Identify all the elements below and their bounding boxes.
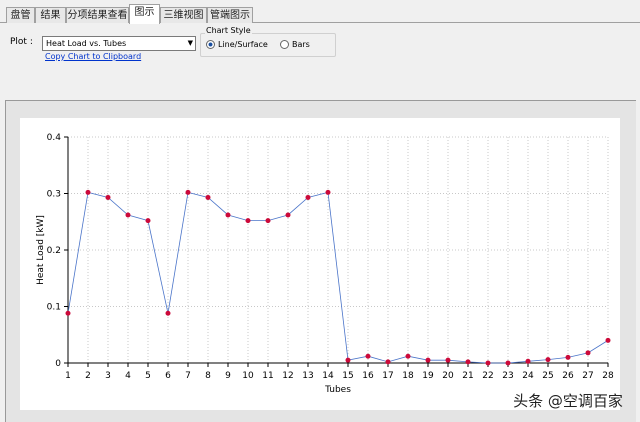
x-tick-label: 8	[205, 371, 211, 381]
data-point	[185, 189, 191, 195]
data-point	[585, 350, 591, 356]
group-title: Chart Style	[205, 26, 252, 35]
data-point	[105, 194, 111, 200]
x-tick-label: 9	[225, 371, 231, 381]
radio	[206, 40, 215, 49]
data-point	[445, 357, 451, 363]
data-point	[245, 218, 251, 224]
data-point	[465, 359, 471, 365]
radio-label: Line/Surface	[218, 40, 268, 49]
y-axis-label: Heat Load [kW]	[36, 215, 46, 285]
x-tick-label: 17	[382, 371, 393, 381]
series-line	[67, 191, 609, 364]
x-tick-label: 13	[302, 371, 313, 381]
data-point	[285, 212, 291, 218]
data-point	[425, 357, 431, 363]
x-tick-label: 24	[522, 371, 534, 381]
y-tick-label: 0.2	[47, 246, 61, 256]
x-tick-label: 7	[185, 371, 191, 381]
x-tick-label: 25	[542, 371, 553, 381]
y-tick-label: 0	[55, 359, 61, 369]
x-tick-label: 22	[482, 371, 493, 381]
data-point	[305, 194, 311, 200]
data-point	[385, 359, 391, 365]
x-axis-label: Tubes	[324, 385, 351, 395]
data-point	[85, 189, 91, 195]
data-point	[345, 357, 351, 363]
tab[interactable]: 盘管	[6, 7, 35, 23]
x-tick-label: 4	[125, 371, 131, 381]
data-point	[325, 189, 331, 195]
data-point	[205, 194, 211, 200]
x-tick-label: 1	[65, 371, 71, 381]
data-point	[505, 360, 511, 366]
x-tick-label: 18	[402, 371, 414, 381]
chart-style-group	[200, 33, 336, 57]
watermark: 头条 @空调百家	[513, 392, 623, 410]
data-point	[265, 218, 271, 224]
data-point	[485, 360, 491, 366]
tab[interactable]: 结果	[35, 7, 66, 23]
plot-select[interactable]: Heat Load vs. Tubes ▼	[42, 36, 196, 51]
y-tick-label: 0.1	[47, 303, 61, 313]
y-tick-label: 0.4	[47, 133, 62, 143]
radio	[280, 40, 289, 49]
copy-link[interactable]: Copy Chart to Clipboard	[45, 52, 142, 61]
x-tick-label: 20	[442, 371, 454, 381]
x-tick-label: 27	[582, 371, 593, 381]
tab[interactable]: 图示	[129, 4, 160, 24]
tab[interactable]: 管端图示	[207, 7, 253, 23]
data-point	[565, 354, 571, 360]
plot-label: Plot :	[10, 37, 33, 47]
tab[interactable]: 三维视图	[160, 7, 207, 23]
data-point	[65, 310, 71, 316]
x-tick-label: 3	[105, 371, 111, 381]
select-value: Heat Load vs. Tubes	[46, 39, 127, 48]
y-tick-label: 0.3	[47, 190, 61, 200]
x-tick-label: 16	[362, 371, 374, 381]
x-tick-label: 28	[602, 371, 614, 381]
x-tick-label: 12	[282, 371, 293, 381]
dropdown-arrow: ▼	[187, 39, 193, 47]
x-tick-label: 2	[85, 371, 91, 381]
x-tick-label: 5	[145, 371, 151, 381]
radio-option[interactable]: Line/Surface	[206, 40, 268, 49]
x-tick-label: 10	[242, 371, 254, 381]
tab[interactable]: 分项结果查看	[66, 7, 129, 23]
chart-area	[20, 118, 620, 410]
data-point	[525, 358, 531, 364]
radio-label: Bars	[292, 40, 310, 49]
data-point	[405, 353, 411, 359]
data-point	[365, 353, 371, 359]
x-tick-label: 26	[562, 371, 574, 381]
x-tick-label: 15	[342, 371, 353, 381]
tab-strip-line	[0, 22, 640, 23]
x-tick-label: 14	[322, 371, 334, 381]
data-point	[145, 218, 151, 224]
data-point	[605, 337, 611, 343]
x-tick-label: 6	[165, 371, 171, 381]
radio-option[interactable]: Bars	[280, 40, 310, 49]
x-tick-label: 23	[502, 371, 513, 381]
data-point	[125, 212, 131, 218]
data-point	[545, 357, 551, 363]
data-point	[165, 310, 171, 316]
x-tick-label: 21	[462, 371, 473, 381]
x-tick-label: 19	[422, 371, 434, 381]
x-tick-label: 11	[262, 371, 273, 381]
data-point	[225, 212, 231, 218]
